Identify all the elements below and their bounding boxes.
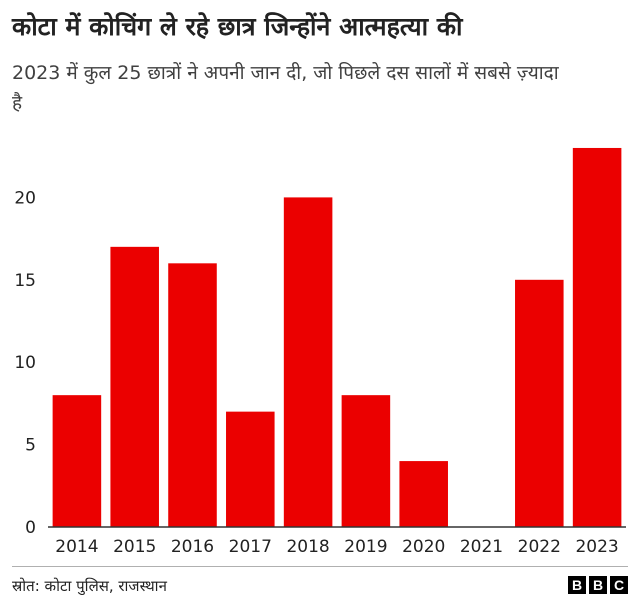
y-tick-label: 20 bbox=[14, 188, 36, 208]
bars bbox=[52, 147, 622, 527]
bar-2017 bbox=[226, 411, 275, 527]
x-tick-label-2022: 2022 bbox=[518, 537, 561, 557]
x-tick-label-2016: 2016 bbox=[171, 537, 214, 557]
x-tick-label-2018: 2018 bbox=[286, 537, 329, 557]
bar-2016 bbox=[168, 263, 217, 527]
x-tick-label-2020: 2020 bbox=[402, 537, 445, 557]
chart-title: कोटा में कोचिंग ले रहे छात्र जिन्होंने आ… bbox=[12, 12, 463, 41]
bar-2019 bbox=[341, 395, 391, 527]
y-tick-label: 10 bbox=[14, 353, 36, 373]
bbc-logo-letter: B bbox=[568, 576, 586, 594]
bar-2018 bbox=[283, 197, 333, 527]
y-tick-label: 5 bbox=[25, 436, 36, 456]
footer-divider bbox=[12, 566, 628, 567]
bar-2020 bbox=[399, 461, 448, 527]
source-note: स्रोत: कोटा पुलिस, राजस्थान bbox=[12, 577, 167, 595]
bar-2022 bbox=[515, 279, 564, 527]
y-tick-label: 15 bbox=[14, 271, 36, 291]
bbc-logo: B B C bbox=[568, 576, 628, 594]
x-tick-label-2023: 2023 bbox=[575, 537, 618, 557]
y-tick-label: 0 bbox=[25, 518, 36, 538]
x-tick-label-2015: 2015 bbox=[113, 537, 156, 557]
chart-subtitle: 2023 में कुल 25 छात्रों ने अपनी जान दी, … bbox=[12, 62, 559, 114]
x-tick-label-2014: 2014 bbox=[55, 537, 98, 557]
bar-chart: 0 5 10 15 20 2014 2015 2016 2017 2018 2019 2020 202… bbox=[14, 147, 626, 557]
x-axis-ticks: 2014 2015 2016 2017 2018 2019 2020 2021 2022 2023 bbox=[55, 537, 618, 557]
bar-2015 bbox=[110, 246, 159, 527]
x-tick-label-2019: 2019 bbox=[344, 537, 387, 557]
x-tick-label-2021: 2021 bbox=[460, 537, 503, 557]
bar-2023 bbox=[572, 147, 622, 527]
bar-2014 bbox=[52, 395, 102, 527]
y-axis-ticks: 0 5 10 15 20 bbox=[14, 188, 36, 538]
bbc-logo-letter: C bbox=[610, 576, 628, 594]
x-tick-label-2017: 2017 bbox=[229, 537, 272, 557]
bbc-logo-letter: B bbox=[589, 576, 607, 594]
